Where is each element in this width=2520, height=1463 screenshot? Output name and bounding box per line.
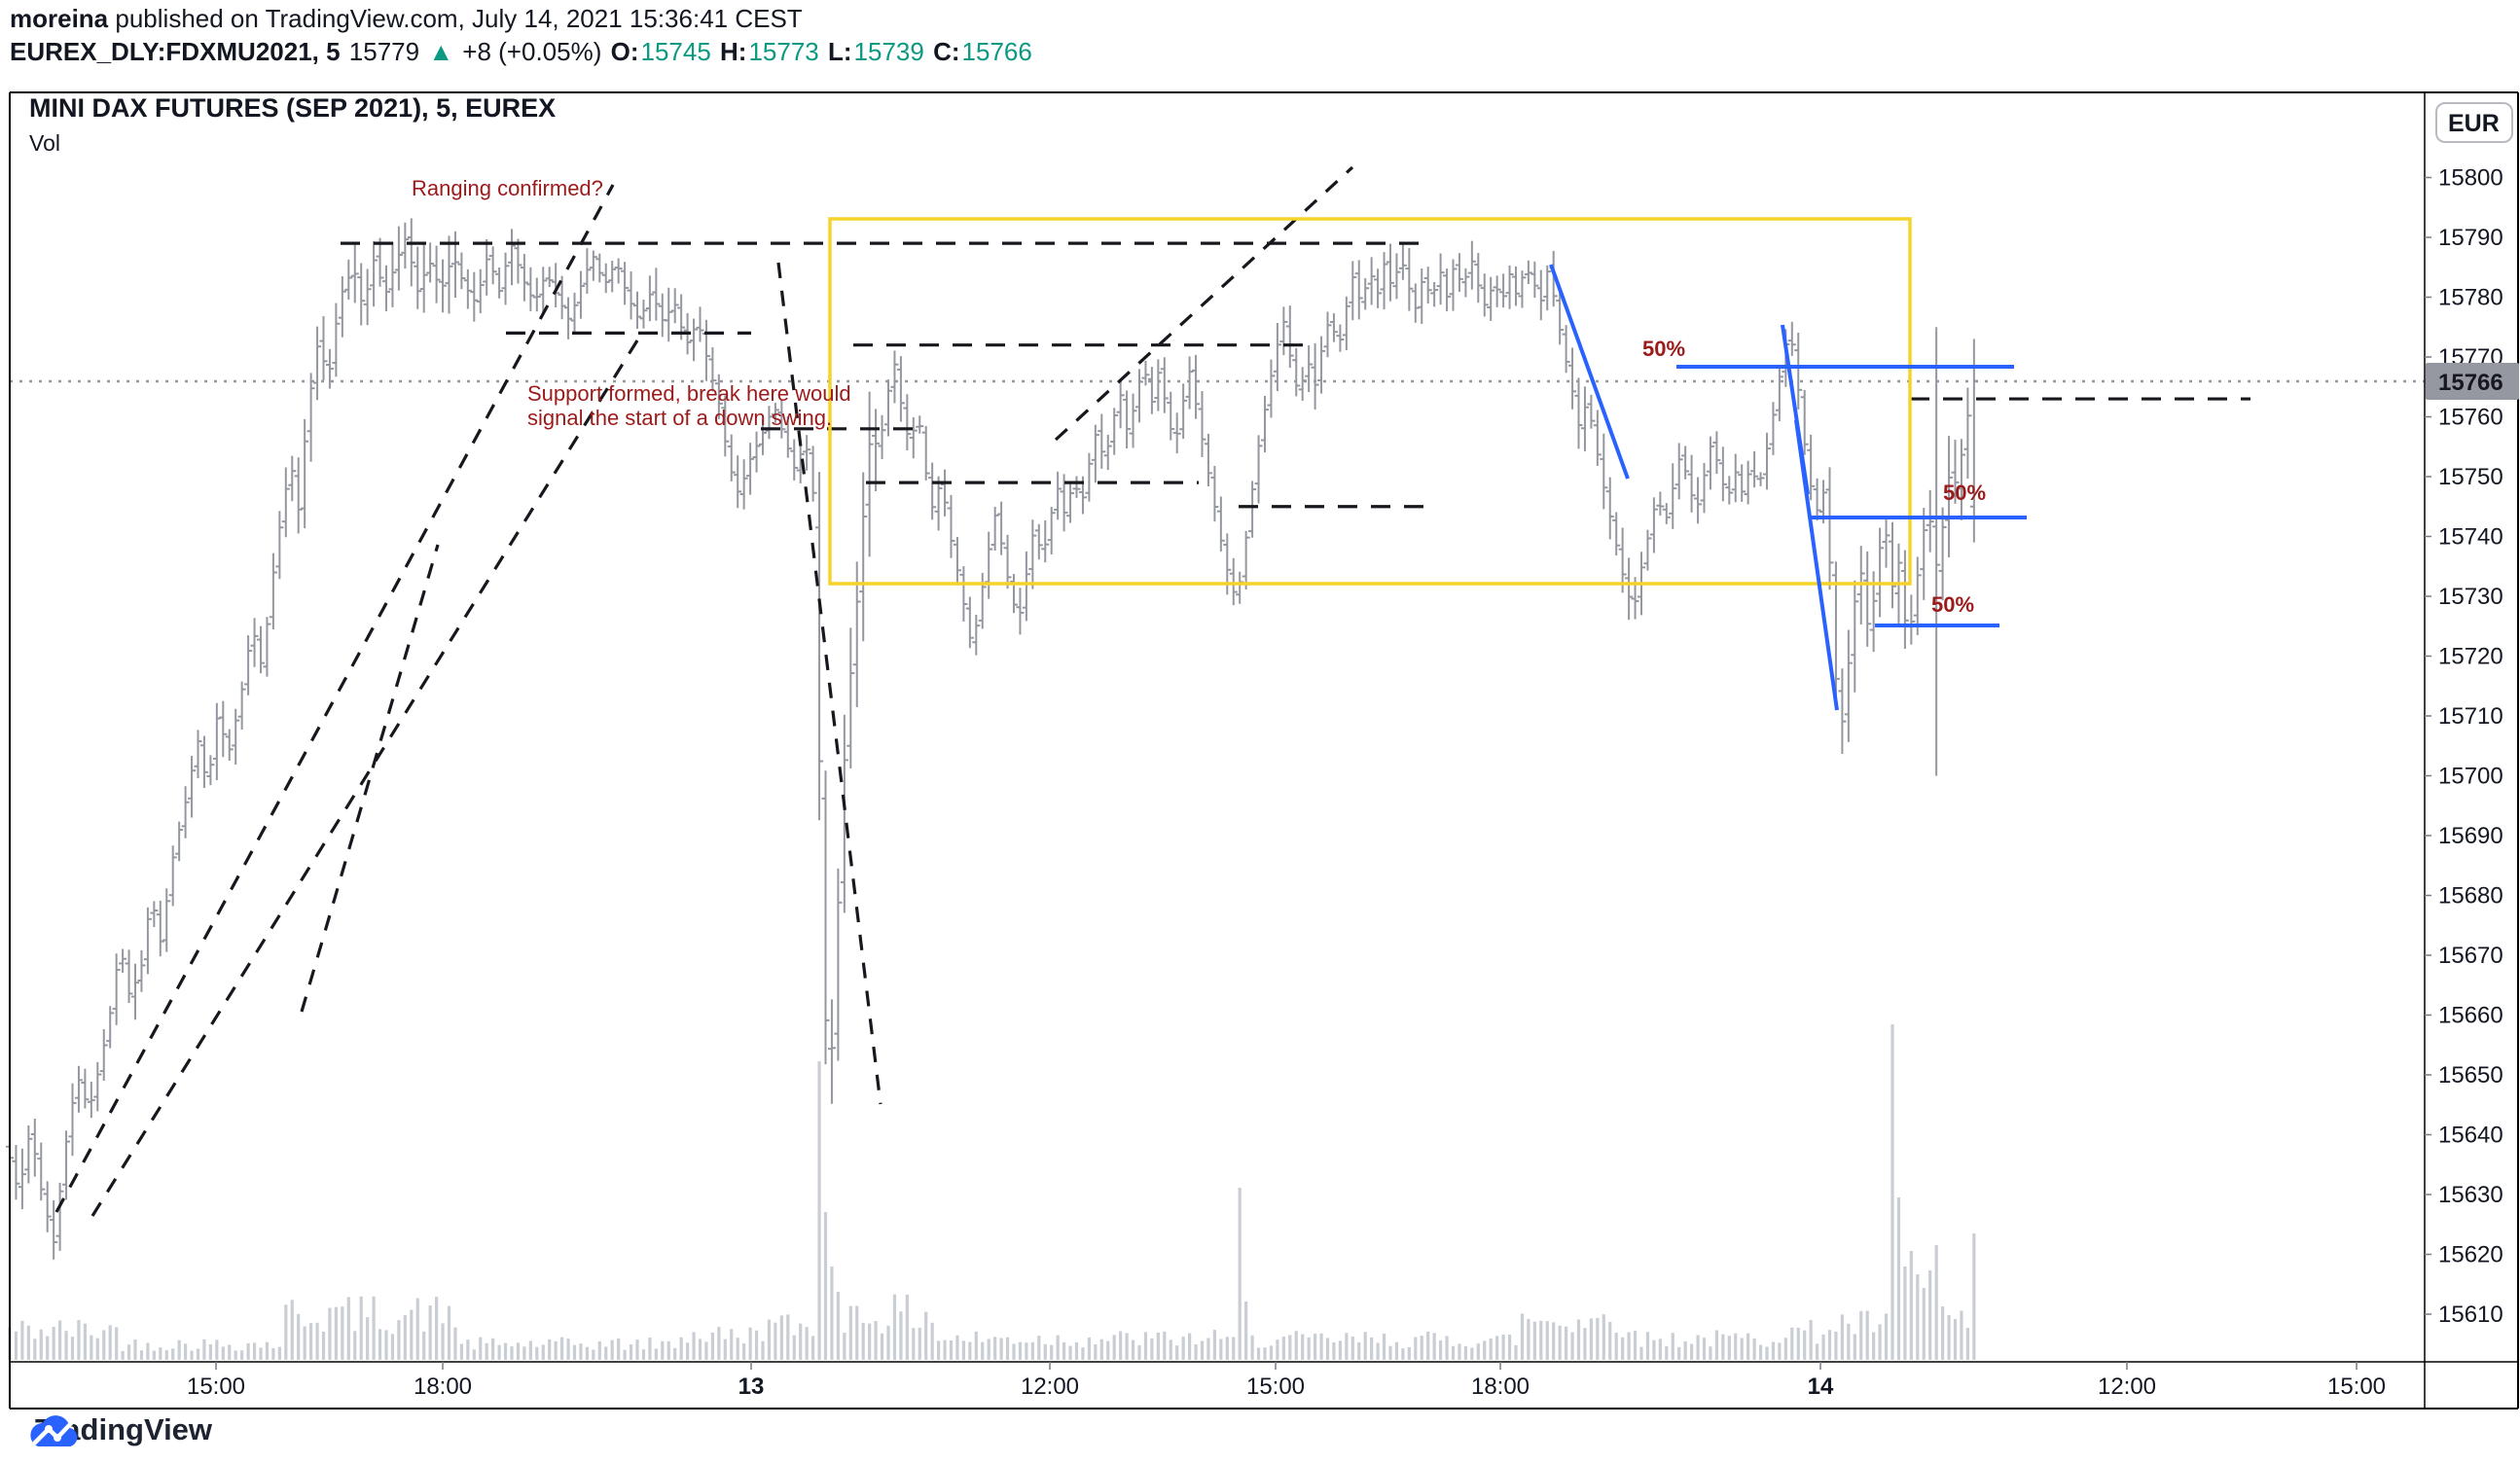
svg-text:15780: 15780 bbox=[2438, 285, 2503, 311]
svg-text:13: 13 bbox=[738, 1374, 765, 1400]
svg-text:50%: 50% bbox=[1943, 481, 1986, 505]
symbol-segment: 15739 bbox=[853, 37, 924, 66]
currency-badge[interactable] bbox=[2435, 102, 2513, 143]
symbol-segment: 15773 bbox=[748, 37, 819, 66]
svg-text:15670: 15670 bbox=[2438, 943, 2503, 969]
symbol-ohlc-line: EUREX_DLY:FDXMU2021, 5 15779 ▲ +8 (+0.05… bbox=[10, 37, 1034, 67]
symbol-segment: 15745 bbox=[640, 37, 711, 66]
time-axis[interactable]: 15:00 18:00 13 12:00 15:00 18:00 14 12:00 15:00 bbox=[187, 1362, 2386, 1400]
svg-text:Ranging confirmed?: Ranging confirmed? bbox=[412, 176, 603, 200]
symbol-segment: C: bbox=[925, 37, 960, 66]
svg-text:15730: 15730 bbox=[2438, 584, 2503, 610]
svg-text:15650: 15650 bbox=[2438, 1062, 2503, 1088]
symbol-segment: 15766 bbox=[961, 37, 1032, 66]
username: moreina bbox=[10, 4, 109, 33]
svg-text:14: 14 bbox=[1808, 1374, 1834, 1400]
svg-text:15720: 15720 bbox=[2438, 644, 2503, 670]
svg-text:15630: 15630 bbox=[2438, 1182, 2503, 1208]
symbol-segment: +8 (+0.05%) bbox=[455, 37, 609, 66]
price-bars-pane[interactable] bbox=[6, 218, 1978, 1260]
svg-text:15660: 15660 bbox=[2438, 1003, 2503, 1029]
svg-text:50%: 50% bbox=[1642, 337, 1685, 361]
svg-text:15620: 15620 bbox=[2438, 1242, 2503, 1268]
volume-legend[interactable]: Vol bbox=[29, 130, 60, 156]
tradingview-logo[interactable]: TradingView bbox=[25, 1412, 212, 1447]
last-price-badge bbox=[2426, 363, 2519, 400]
chart-title: MINI DAX FUTURES (SEP 2021), 5, EUREX bbox=[29, 93, 557, 123]
currency-badge-text: EUR bbox=[2448, 110, 2500, 137]
symbol-segment: H: bbox=[712, 37, 747, 66]
svg-text:15750: 15750 bbox=[2438, 464, 2503, 490]
svg-text:15760: 15760 bbox=[2438, 405, 2503, 431]
svg-text:18:00: 18:00 bbox=[1471, 1374, 1530, 1400]
svg-text:signal the start of a down swi: signal the start of a down swing. bbox=[527, 406, 832, 430]
svg-text:15:00: 15:00 bbox=[187, 1374, 245, 1400]
svg-text:15690: 15690 bbox=[2438, 823, 2503, 849]
svg-text:50%: 50% bbox=[1931, 592, 1974, 617]
volume-pane bbox=[8, 1024, 1976, 1360]
svg-text:15610: 15610 bbox=[2438, 1302, 2503, 1328]
symbol-segment: O: bbox=[610, 37, 639, 66]
publish-text: published on TradingView.com, July 14, 2… bbox=[108, 4, 803, 33]
publish-info: moreina published on TradingView.com, Ju… bbox=[10, 4, 803, 34]
svg-text:15:00: 15:00 bbox=[2327, 1374, 2386, 1400]
fib-trend-lines[interactable] bbox=[1549, 264, 2027, 711]
svg-text:15700: 15700 bbox=[2438, 764, 2503, 790]
svg-text:15800: 15800 bbox=[2438, 165, 2503, 192]
svg-text:15790: 15790 bbox=[2438, 225, 2503, 251]
chart-frame bbox=[9, 91, 2519, 1409]
svg-text:15680: 15680 bbox=[2438, 883, 2503, 910]
symbol-segment: 15779 bbox=[342, 37, 427, 66]
svg-text:15710: 15710 bbox=[2438, 703, 2503, 730]
svg-text:15640: 15640 bbox=[2438, 1123, 2503, 1149]
svg-text:15740: 15740 bbox=[2438, 524, 2503, 551]
svg-text:15:00: 15:00 bbox=[1246, 1374, 1305, 1400]
annotations[interactable]: 50% 50% 50% Ranging confirmed? Support forme… bbox=[412, 176, 1986, 617]
svg-text:18:00: 18:00 bbox=[414, 1374, 472, 1400]
dashed-trendlines[interactable] bbox=[54, 165, 2250, 1217]
symbol-segment: ▲ bbox=[428, 37, 454, 66]
svg-text:12:00: 12:00 bbox=[2098, 1374, 2156, 1400]
tradingview-cloud-icon bbox=[30, 1415, 78, 1446]
symbol-segment: EUREX_DLY:FDXMU2021, 5 bbox=[10, 37, 341, 66]
svg-text:12:00: 12:00 bbox=[1021, 1374, 1079, 1400]
last-price-badge-text: 15766 bbox=[2438, 370, 2503, 396]
price-axis[interactable]: 1580015790157801577015760157501574015730… bbox=[2425, 102, 2519, 1328]
symbol-segment: L: bbox=[820, 37, 852, 66]
range-box[interactable] bbox=[828, 217, 1912, 586]
svg-text:Support formed, break here wou: Support formed, break here would bbox=[527, 381, 851, 406]
